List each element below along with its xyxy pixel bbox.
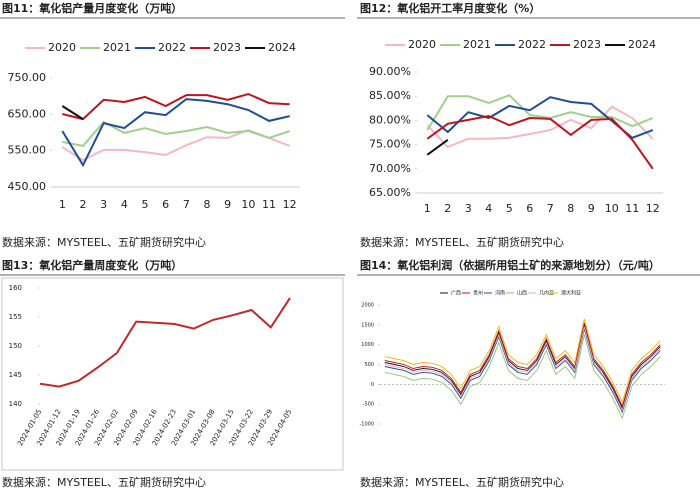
chart-frame (1, 277, 344, 471)
chart-title: 图12：氧化铝开工率月度变化（%） (360, 1, 540, 15)
y-tick-label: 150 (9, 342, 22, 350)
legend-label: 2022 (518, 38, 546, 51)
y-tick-label: 650.00 (8, 107, 47, 120)
y-tick-label: 140 (9, 400, 22, 408)
legend-label: 2021 (463, 38, 491, 51)
series-line (426, 114, 654, 170)
series-line (384, 328, 661, 414)
y-tick-label: 750.00 (8, 71, 47, 84)
legend-label: 澳大利亚 (561, 290, 581, 297)
x-tick-label: 2 (80, 198, 87, 211)
x-tick-label: 5 (506, 202, 513, 215)
x-tick-label: 12 (283, 198, 297, 211)
series-line (426, 94, 654, 131)
legend-label: 2021 (103, 41, 131, 54)
legend-label: 山西 (517, 290, 527, 297)
legend-label: 2020 (408, 38, 436, 51)
chart-title: 图11：氧化铝产量月度变化（万吨） (2, 1, 182, 15)
x-tick-label: 5 (142, 198, 149, 211)
source-note: 数据来源：MYSTEEL、五矿期货研究中心 (360, 235, 564, 249)
y-tick-label: 1000 (361, 342, 374, 348)
chart-title: 图13：氧化铝产量周度变化（万吨） (2, 258, 182, 272)
x-tick-label: 9 (588, 202, 595, 215)
series-line (62, 120, 291, 147)
x-tick-label: 4 (485, 202, 492, 215)
x-tick-label: 10 (241, 198, 255, 211)
y-tick-label: 450.00 (8, 180, 47, 193)
x-tick-label: 7 (547, 202, 554, 215)
legend-label: 2020 (48, 41, 76, 54)
y-tick-label: 2000 (361, 303, 374, 309)
legend-label: 广西 (451, 290, 461, 297)
x-tick-label: 9 (224, 198, 231, 211)
x-tick-label: 7 (183, 198, 190, 211)
y-tick-label: 500 (364, 362, 374, 368)
y-tick-label: 90.00% (369, 65, 411, 78)
legend-label: 2023 (573, 38, 601, 51)
y-tick-label: -500 (363, 402, 374, 408)
x-tick-label: 6 (526, 202, 533, 215)
y-tick-label: 1500 (361, 322, 374, 328)
legend-label: 2024 (268, 41, 296, 54)
y-tick-label: 155 (9, 313, 22, 321)
series-line (39, 297, 291, 388)
y-tick-label: 145 (9, 371, 22, 379)
x-tick-label: 11 (625, 202, 639, 215)
y-tick-label: 70.00% (369, 162, 411, 175)
y-tick-label: 75.00% (369, 138, 411, 151)
x-tick-label: 1 (59, 198, 66, 211)
y-tick-label: 160 (9, 284, 22, 292)
x-tick-label: 2 (444, 202, 451, 215)
source-note: 数据来源：MYSTEEL、五矿期货研究中心 (2, 235, 206, 249)
series-line (384, 334, 661, 420)
x-tick-label: 12 (646, 202, 660, 215)
series-line (384, 326, 661, 412)
legend-label: 2024 (628, 38, 656, 51)
legend-label: 河南 (495, 290, 505, 297)
source-note: 数据来源：MYSTEEL、五矿期货研究中心 (360, 475, 564, 489)
y-tick-label: -1000 (359, 422, 374, 428)
x-tick-label: 4 (121, 198, 128, 211)
legend-label: 贵州 (473, 290, 483, 297)
series-line (384, 322, 661, 408)
chart-title: 图14：氧化铝利润（依据所用铝土矿的来源地划分）（元/吨） (360, 258, 660, 272)
x-tick-label: 11 (262, 198, 276, 211)
series-line (384, 324, 661, 410)
series-line (426, 105, 654, 149)
y-tick-label: 80.00% (369, 113, 411, 126)
x-tick-label: 10 (605, 202, 619, 215)
x-tick-label: 8 (567, 202, 574, 215)
legend-label: 2022 (158, 41, 186, 54)
legend-label: 2023 (213, 41, 241, 54)
series-line (384, 318, 661, 404)
series-line (62, 92, 290, 121)
series-line (61, 105, 84, 120)
x-tick-label: 3 (465, 202, 472, 215)
x-tick-label: 3 (100, 198, 107, 211)
y-tick-label: 550.00 (8, 144, 47, 157)
legend-label: 几内亚 (539, 290, 554, 297)
series-line (61, 128, 291, 162)
y-tick-label: 0 (371, 382, 374, 388)
y-tick-label: 65.00% (369, 186, 411, 199)
x-tick-label: 8 (204, 198, 211, 211)
series-line (61, 98, 290, 168)
y-tick-label: 85.00% (369, 89, 411, 102)
source-note: 数据来源：MYSTEEL、五矿期货研究中心 (2, 475, 206, 489)
x-tick-label: 1 (424, 202, 431, 215)
x-tick-label: 6 (162, 198, 169, 211)
series-line (426, 138, 449, 156)
